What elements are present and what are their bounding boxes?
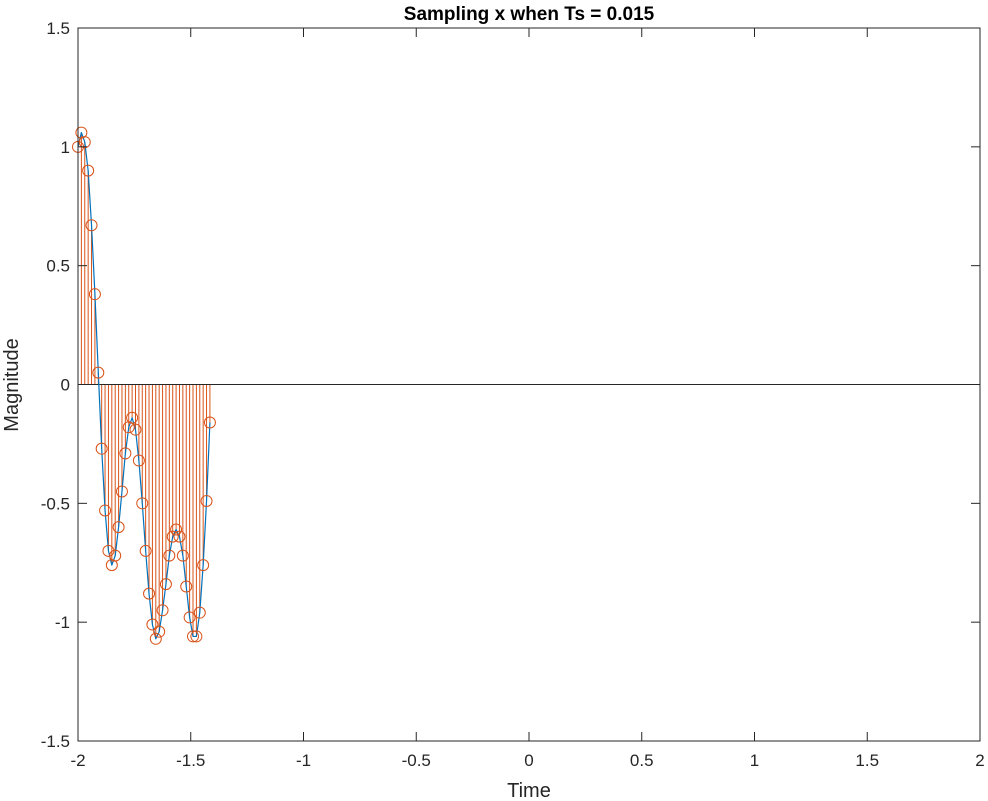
sample-marker xyxy=(197,559,210,572)
x-tick-label: 1 xyxy=(750,751,759,770)
x-tick-label: -0.5 xyxy=(402,751,431,770)
sample-marker xyxy=(85,219,98,232)
y-axis-ticks: -1.5 -1 -0.5 0 0.5 1 1.5 xyxy=(41,19,980,751)
y-tick-label: 0 xyxy=(61,376,70,395)
x-tick-label: -1.5 xyxy=(176,751,205,770)
sample-marker xyxy=(139,544,152,557)
plot-area xyxy=(72,126,980,645)
sample-marker xyxy=(95,442,108,455)
sample-markers xyxy=(72,126,216,645)
y-tick-label: 0.5 xyxy=(46,257,70,276)
y-tick-label: -1.5 xyxy=(41,732,70,751)
sample-marker xyxy=(173,530,186,543)
sample-marker xyxy=(193,606,206,619)
sample-marker xyxy=(153,625,166,638)
y-axis-label: Magnitude xyxy=(1,338,23,431)
x-tick-label: -2 xyxy=(70,751,85,770)
sample-marker xyxy=(88,288,101,301)
sample-marker xyxy=(119,447,132,460)
sample-marker xyxy=(156,604,169,617)
sample-marker xyxy=(112,521,125,534)
sample-marker xyxy=(109,549,122,562)
sample-marker xyxy=(99,504,112,517)
sample-marker xyxy=(176,549,189,562)
sample-marker xyxy=(149,632,162,645)
sample-marker xyxy=(143,587,156,600)
x-tick-label: 0.5 xyxy=(630,751,654,770)
x-tick-label: -1 xyxy=(296,751,311,770)
sample-marker xyxy=(203,416,216,429)
x-tick-label: 2 xyxy=(975,751,984,770)
y-tick-label: -0.5 xyxy=(41,494,70,513)
sample-marker xyxy=(129,423,142,436)
sample-marker xyxy=(183,611,196,624)
sample-marker xyxy=(159,578,172,591)
sample-marker xyxy=(146,618,159,631)
y-tick-label: 1 xyxy=(61,138,70,157)
sample-marker xyxy=(136,497,149,510)
sample-marker xyxy=(115,485,128,498)
sample-marker xyxy=(163,549,176,562)
sample-marker xyxy=(92,366,105,379)
x-axis-ticks: -2 -1.5 -1 -0.5 0 0.5 1 1.5 2 xyxy=(70,28,985,770)
sample-marker xyxy=(180,580,193,593)
sample-marker xyxy=(200,494,213,507)
chart-title: Sampling x when Ts = 0.015 xyxy=(404,4,655,25)
y-tick-label: -1 xyxy=(55,613,70,632)
sample-marker xyxy=(166,530,179,543)
x-axis-label: Time xyxy=(507,780,551,801)
x-tick-label: 1.5 xyxy=(855,751,879,770)
sample-marker xyxy=(82,164,95,177)
stem-lines xyxy=(77,132,211,639)
sample-marker xyxy=(102,544,115,557)
sample-marker xyxy=(187,630,200,643)
sample-marker xyxy=(78,136,91,149)
signal-line xyxy=(77,131,211,640)
sample-marker xyxy=(170,523,183,536)
x-tick-label: 0 xyxy=(524,751,533,770)
sample-marker xyxy=(126,411,139,424)
sample-marker xyxy=(132,454,145,467)
y-tick-label: 1.5 xyxy=(46,19,70,38)
sample-marker xyxy=(190,630,203,643)
